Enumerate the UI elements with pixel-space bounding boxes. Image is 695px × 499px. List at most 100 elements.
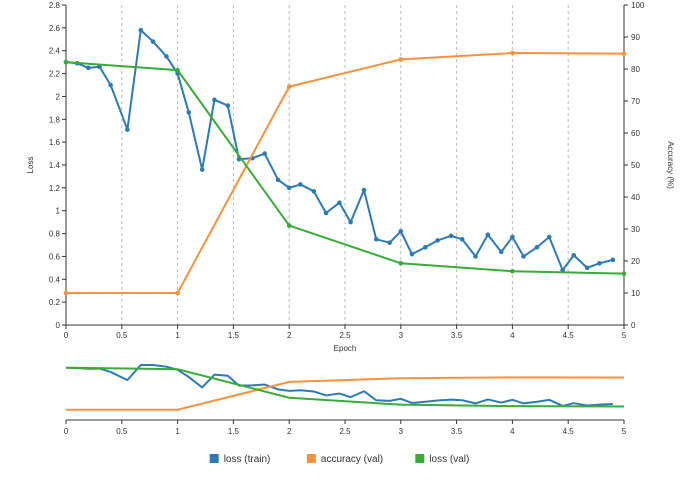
legend-item-loss-train[interactable]: loss (train) bbox=[209, 454, 271, 465]
overview-x-tick-label: 4.5 bbox=[563, 427, 575, 436]
data-point-loss-train[interactable] bbox=[186, 110, 192, 115]
overview-line-loss-val[interactable] bbox=[65, 366, 625, 408]
data-point-loss-train[interactable] bbox=[212, 97, 217, 103]
main-axes: 0 0.5 1 1.5 2 2.5 3 3.5 4 4.5 500.20.40.60.811.21.… bbox=[26, 1, 675, 353]
data-point-accuracy-val[interactable] bbox=[175, 290, 180, 296]
legend-swatch-loss-train[interactable] bbox=[209, 454, 219, 463]
overview-x-tick-label: 1 bbox=[175, 427, 180, 436]
series-line-loss-val[interactable] bbox=[65, 61, 625, 275]
series-loss-val[interactable] bbox=[63, 59, 627, 276]
data-point-loss-train[interactable] bbox=[348, 219, 353, 225]
data-point-loss-val[interactable] bbox=[175, 67, 180, 73]
data-point-loss-val[interactable] bbox=[510, 268, 515, 274]
main-series[interactable] bbox=[63, 27, 627, 296]
data-point-accuracy-val[interactable] bbox=[621, 51, 627, 56]
data-point-loss-val[interactable] bbox=[286, 223, 292, 228]
data-point-loss-train[interactable] bbox=[337, 200, 342, 206]
data-point-loss-train[interactable] bbox=[398, 228, 404, 234]
data-point-loss-train[interactable] bbox=[435, 238, 440, 243]
data-point-accuracy-val[interactable] bbox=[510, 50, 515, 56]
x-axis-title: Epoch bbox=[334, 344, 357, 353]
data-point-loss-train[interactable] bbox=[225, 103, 231, 108]
legend-item-loss-val[interactable]: loss (val) bbox=[415, 454, 469, 465]
data-point-loss-train[interactable] bbox=[521, 254, 526, 259]
data-point-loss-train[interactable] bbox=[298, 182, 303, 187]
x-tick-label: 2.5 bbox=[339, 331, 351, 340]
data-point-loss-train[interactable] bbox=[361, 187, 367, 193]
overview-line-loss-train[interactable] bbox=[65, 364, 613, 407]
y-right-tick-label: 70 bbox=[631, 97, 640, 106]
series-line-loss-train[interactable] bbox=[65, 29, 614, 272]
x-tick-label: 0.5 bbox=[116, 331, 128, 340]
overview-x-tick-label: 3.5 bbox=[451, 427, 463, 436]
data-point-accuracy-val[interactable] bbox=[63, 290, 69, 296]
data-point-loss-train[interactable] bbox=[108, 82, 113, 88]
y-left-tick-label: 1.8 bbox=[49, 115, 61, 124]
y-left-tick-label: 1.4 bbox=[49, 161, 61, 170]
data-point-loss-train[interactable] bbox=[485, 232, 491, 238]
x-tick-label: 1 bbox=[175, 331, 180, 340]
data-point-loss-train[interactable] bbox=[286, 185, 292, 191]
data-point-loss-train[interactable] bbox=[423, 244, 428, 250]
data-point-loss-train[interactable] bbox=[262, 151, 267, 156]
series-accuracy-val[interactable] bbox=[63, 50, 627, 296]
data-point-loss-train[interactable] bbox=[610, 257, 616, 263]
x-tick-label: 1.5 bbox=[228, 331, 240, 340]
data-point-loss-train[interactable] bbox=[546, 234, 552, 240]
legend-label-loss-val: loss (val) bbox=[429, 454, 469, 465]
y-right-tick-label: 10 bbox=[631, 289, 640, 298]
overview-line-accuracy-val[interactable] bbox=[66, 376, 625, 411]
x-tick-label: 3.5 bbox=[451, 331, 463, 340]
legend[interactable]: loss (train) accuracy (val) loss (val) bbox=[209, 454, 470, 465]
y-left-tick-label: 0.4 bbox=[49, 275, 61, 284]
legend-swatch-loss-val[interactable] bbox=[415, 454, 425, 463]
legend-label-accuracy-val: accuracy (val) bbox=[321, 454, 383, 465]
data-point-loss-val[interactable] bbox=[63, 59, 69, 65]
series-line-accuracy-val[interactable] bbox=[66, 52, 625, 294]
data-point-loss-train[interactable] bbox=[597, 260, 602, 266]
x-tick-label: 0 bbox=[64, 331, 69, 340]
data-point-loss-train[interactable] bbox=[150, 39, 156, 44]
y-left-tick-label: 1 bbox=[56, 207, 61, 216]
x-tick-label: 4.5 bbox=[563, 331, 575, 340]
data-point-loss-train[interactable] bbox=[373, 236, 379, 242]
y-left-tick-label: 0.2 bbox=[49, 298, 61, 307]
data-point-loss-train[interactable] bbox=[534, 244, 540, 250]
y-axis-right-title: Accuracy (%) bbox=[666, 141, 675, 189]
data-point-loss-train[interactable] bbox=[86, 65, 91, 71]
data-point-accuracy-val[interactable] bbox=[398, 57, 404, 62]
data-point-loss-train[interactable] bbox=[459, 236, 465, 242]
y-right-tick-label: 90 bbox=[631, 33, 640, 42]
data-point-loss-train[interactable] bbox=[387, 240, 392, 246]
data-point-loss-train[interactable] bbox=[311, 188, 317, 194]
data-point-loss-train[interactable] bbox=[275, 177, 281, 183]
y-axis-left-title: Loss bbox=[26, 157, 35, 174]
y-right-tick-label: 30 bbox=[631, 225, 640, 234]
x-tick-label: 3 bbox=[399, 331, 404, 340]
data-point-loss-train[interactable] bbox=[473, 254, 478, 259]
data-point-loss-train[interactable] bbox=[448, 233, 454, 239]
data-point-loss-val[interactable] bbox=[621, 271, 627, 276]
series-loss-train[interactable] bbox=[63, 27, 616, 273]
data-point-loss-train[interactable] bbox=[510, 234, 515, 240]
data-point-loss-train[interactable] bbox=[125, 127, 130, 132]
data-point-loss-train[interactable] bbox=[409, 251, 415, 257]
data-point-accuracy-val[interactable] bbox=[286, 84, 292, 89]
data-point-loss-train[interactable] bbox=[584, 265, 590, 271]
overview-series[interactable] bbox=[65, 364, 625, 411]
overview-x-tick-label: 5 bbox=[622, 427, 627, 436]
y-left-tick-label: 0.8 bbox=[49, 230, 61, 239]
data-point-loss-val[interactable] bbox=[398, 260, 404, 266]
data-point-loss-train[interactable] bbox=[571, 252, 577, 258]
data-point-loss-train[interactable] bbox=[498, 249, 504, 255]
data-point-loss-train[interactable] bbox=[138, 27, 144, 33]
data-point-loss-train[interactable] bbox=[199, 167, 205, 172]
y-right-tick-label: 50 bbox=[631, 161, 640, 170]
y-right-tick-label: 0 bbox=[631, 321, 636, 330]
data-point-loss-train[interactable] bbox=[323, 210, 329, 216]
data-point-loss-train[interactable] bbox=[164, 54, 169, 59]
legend-item-accuracy-val[interactable]: accuracy (val) bbox=[306, 454, 383, 465]
legend-swatch-accuracy-val[interactable] bbox=[306, 454, 316, 463]
overview-x-tick-label: 1.5 bbox=[228, 427, 240, 436]
